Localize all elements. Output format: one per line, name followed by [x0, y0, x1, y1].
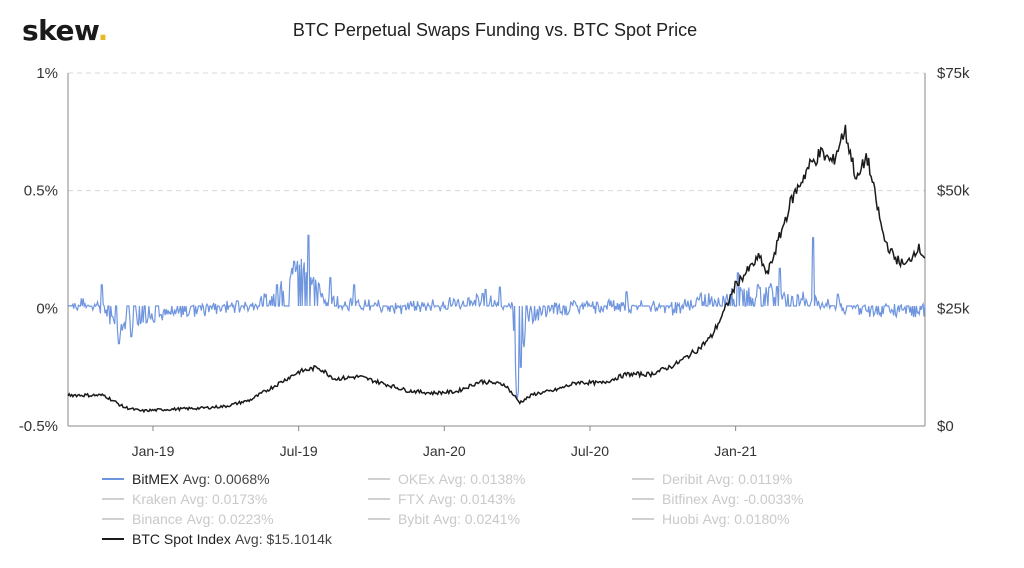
legend-swatch — [102, 518, 124, 520]
legend-name: OKEx — [398, 471, 435, 487]
legend-item-binance[interactable]: Binance Avg: 0.0223% — [102, 511, 274, 527]
legend-avg: Avg: 0.0068% — [182, 471, 270, 487]
legend-avg: Avg: 0.0138% — [438, 471, 526, 487]
right-tick-label: $75k — [937, 65, 970, 82]
legend-avg: Avg: 0.0241% — [433, 511, 521, 527]
right-tick-label: $50k — [937, 183, 970, 200]
series-bitmex-line — [67, 234, 926, 399]
legend-item-kraken[interactable]: Kraken Avg: 0.0173% — [102, 491, 267, 507]
legend-item-huobi[interactable]: Huobi Avg: 0.0180% — [632, 511, 790, 527]
legend-avg: Avg: 0.0119% — [706, 471, 793, 487]
legend-swatch — [102, 538, 124, 540]
legend-avg: Avg: 0.0180% — [702, 511, 790, 527]
x-tick-label: Jul-19 — [280, 443, 318, 459]
legend-name: Deribit — [662, 471, 703, 487]
x-tick-label: Jul-20 — [571, 443, 609, 459]
legend-swatch — [102, 478, 124, 480]
chart-title: BTC Perpetual Swaps Funding vs. BTC Spot… — [292, 20, 698, 40]
legend-item-bitmex[interactable]: BitMEX Avg: 0.0068% — [102, 471, 270, 487]
legend-item-bitfinex[interactable]: Bitfinex Avg: -0.0033% — [632, 491, 804, 507]
right-tick-label: $0 — [937, 418, 954, 435]
legend-name: Binance — [132, 511, 183, 527]
left-tick-label: 0% — [36, 300, 58, 317]
legend-name: BTC Spot Index — [132, 531, 231, 547]
legend-avg: Avg: 0.0173% — [180, 491, 268, 507]
legend-avg: Avg: 0.0223% — [186, 511, 274, 527]
legend-swatch — [632, 518, 654, 520]
legend-swatch — [632, 498, 654, 500]
series-btc-spot-line — [67, 124, 926, 414]
legend-name: FTX — [398, 491, 425, 507]
legend-avg: Avg: 0.0143% — [428, 491, 516, 507]
left-tick-label: 0.5% — [24, 183, 58, 200]
legend-swatch — [632, 478, 654, 480]
legend-name: BitMEX — [132, 471, 179, 487]
legend-item-btc-spot-index[interactable]: BTC Spot Index Avg: $15.1014k — [102, 531, 332, 547]
legend-name: Bitfinex — [662, 491, 708, 507]
x-tick-label: Jan-21 — [714, 443, 757, 459]
left-tick-label: 1% — [36, 65, 58, 82]
legend-item-bybit[interactable]: Bybit Avg: 0.0241% — [368, 511, 520, 527]
skew-logo: skew. — [22, 14, 108, 47]
left-tick-label: -0.5% — [19, 418, 58, 435]
legend-name: Huobi — [662, 511, 699, 527]
legend-item-ftx[interactable]: FTX Avg: 0.0143% — [368, 491, 515, 507]
legend-swatch — [368, 478, 390, 480]
legend-avg: Avg: -0.0033% — [711, 491, 804, 507]
legend-name: Bybit — [398, 511, 430, 527]
legend-name: Kraken — [132, 491, 177, 507]
legend-swatch — [368, 518, 390, 520]
x-tick-label: Jan-19 — [132, 443, 175, 459]
legend-avg: Avg: $15.1014k — [234, 531, 332, 547]
x-tick-label: Jan-20 — [423, 443, 466, 459]
legend-swatch — [368, 498, 390, 500]
legend-item-okex[interactable]: OKEx Avg: 0.0138% — [368, 471, 526, 487]
right-tick-label: $25k — [937, 300, 970, 317]
legend-swatch — [102, 498, 124, 500]
legend-item-deribit[interactable]: Deribit Avg: 0.0119% — [632, 471, 792, 487]
